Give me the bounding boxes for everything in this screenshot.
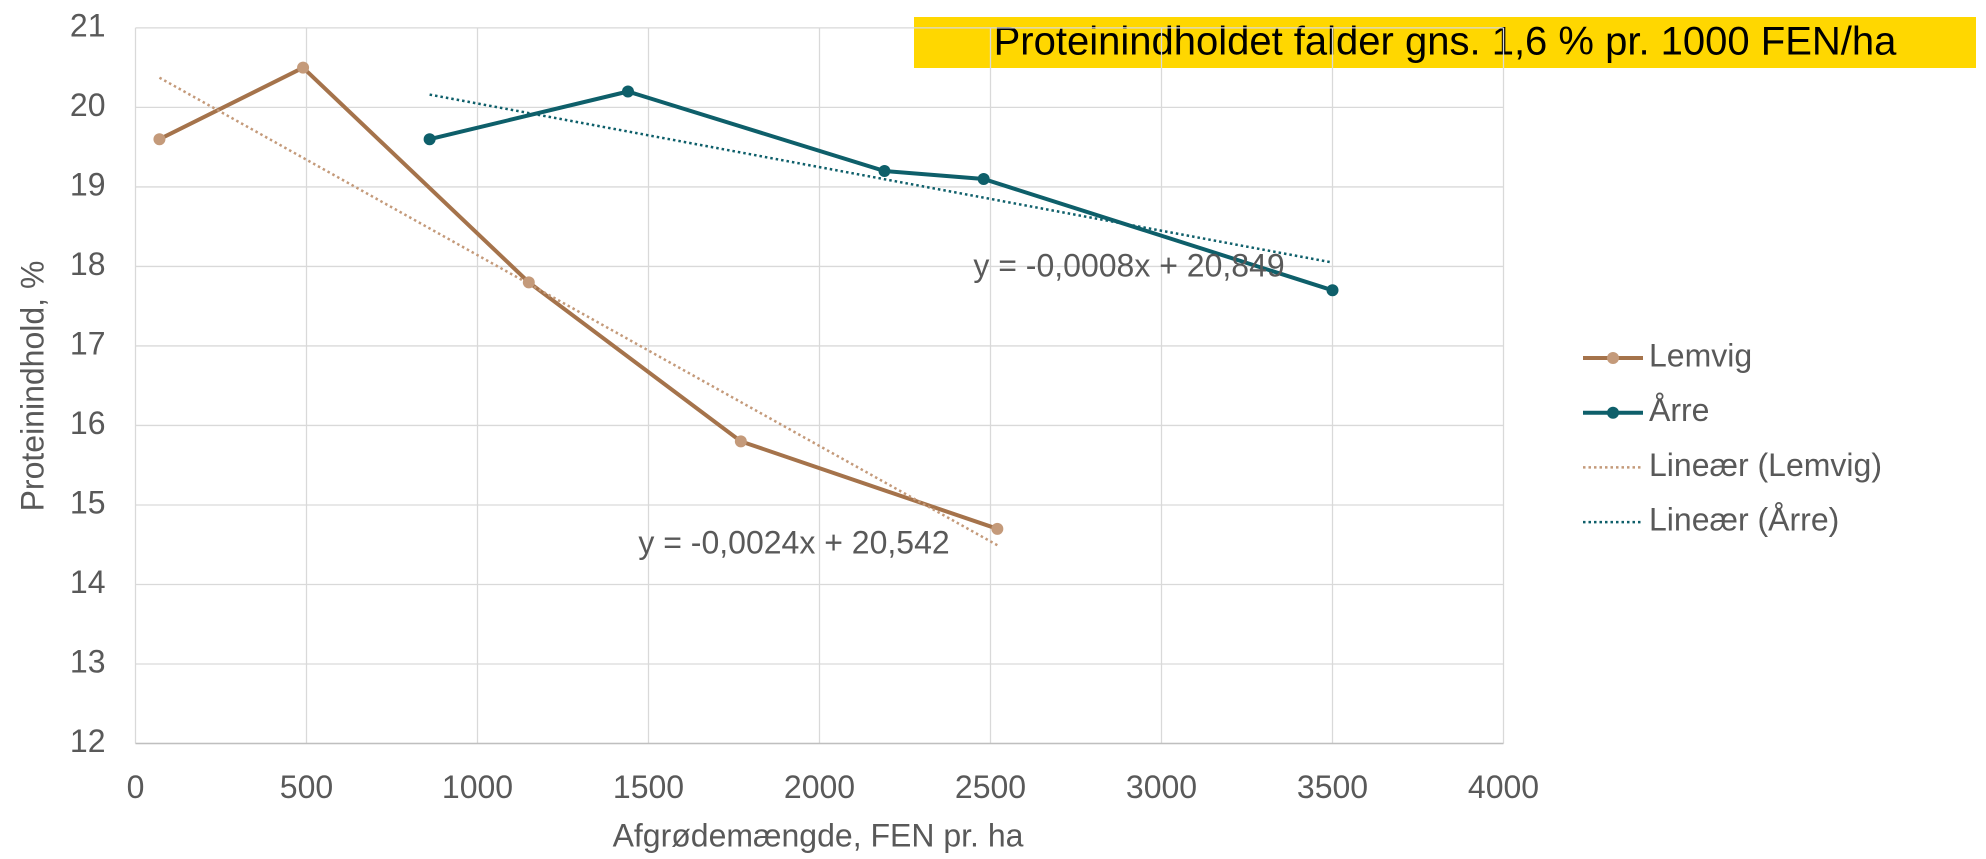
trend-equation: y = -0,0024x + 20,542	[638, 524, 949, 560]
x-tick-label: 3500	[1297, 769, 1368, 805]
x-tick-label: 3000	[1126, 769, 1197, 805]
y-tick-label: 17	[70, 325, 106, 361]
point	[977, 172, 990, 185]
x-tick-label: 4000	[1468, 769, 1539, 805]
x-tick-label: 1000	[442, 769, 513, 805]
y-tick-label: 16	[70, 405, 106, 441]
trend-line	[429, 93, 1333, 264]
x-tick-label: 0	[127, 769, 145, 805]
x-axis-title: Afgrødemængde, FEN pr. ha	[613, 817, 1024, 853]
legend-marker	[1607, 406, 1619, 419]
y-axis-title: Proteinindhold, %	[14, 261, 50, 512]
y-tick-label: 20	[70, 87, 106, 123]
series-line	[158, 65, 998, 531]
y-tick-label: 14	[70, 564, 106, 600]
y-tick-label: 19	[70, 166, 106, 202]
point	[297, 61, 310, 74]
y-tick-label: 13	[70, 643, 106, 679]
point	[1326, 284, 1339, 297]
legend-marker	[1607, 352, 1619, 364]
y-tick-label: 15	[70, 484, 106, 520]
trend-equation: y = -0,0008x + 20,849	[973, 247, 1284, 283]
legend-label: Lineær (Årre)	[1649, 502, 1839, 538]
title-box	[914, 17, 1976, 68]
point	[621, 85, 634, 98]
y-tick-label: 21	[70, 7, 106, 43]
legend-label: Årre	[1649, 392, 1709, 428]
y-tick-label: 18	[70, 246, 106, 282]
point	[991, 522, 1004, 535]
trend-line	[158, 76, 998, 547]
legend-label: Lemvig	[1649, 337, 1752, 373]
x-tick-label: 2000	[784, 769, 855, 805]
y-tick-label: 12	[70, 723, 106, 759]
point	[423, 133, 436, 146]
x-tick-label: 2500	[955, 769, 1026, 805]
legend-label: Lineær (Lemvig)	[1649, 447, 1882, 483]
x-tick-label: 1500	[613, 769, 684, 805]
point	[878, 165, 891, 178]
point	[734, 435, 747, 448]
chart-title: Proteinindholdet falder gns. 1,6 % pr. 1…	[994, 20, 1898, 64]
x-tick-label: 500	[280, 769, 333, 805]
point	[153, 133, 166, 146]
point	[522, 276, 535, 289]
